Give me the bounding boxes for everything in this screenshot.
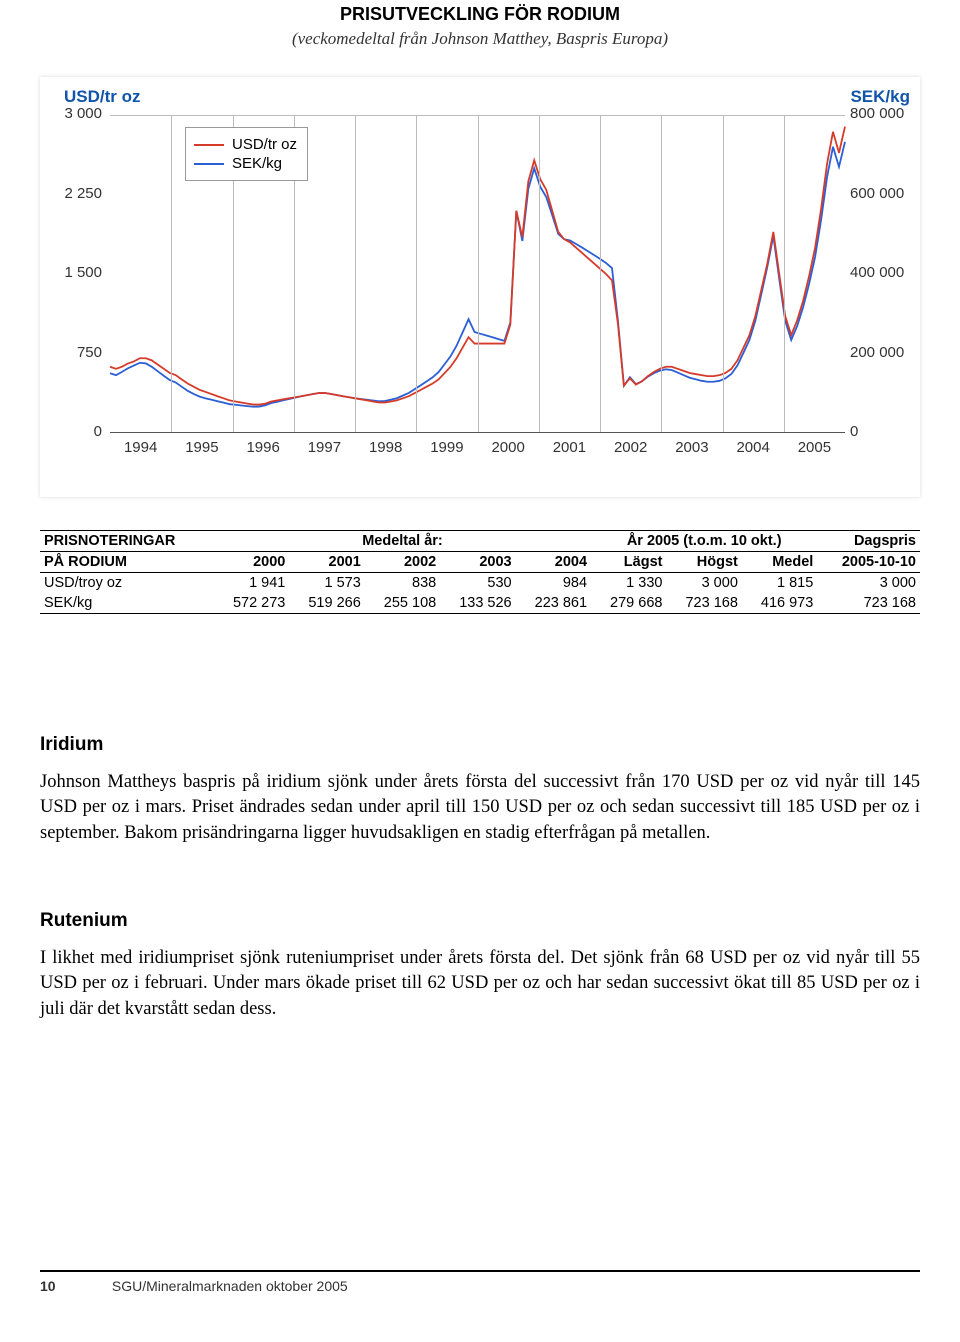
page-footer: 10 SGU/Mineralmarknaden oktober 2005	[40, 1278, 348, 1294]
legend-row-sek: SEK/kg	[194, 155, 297, 172]
th-col: 2002	[365, 552, 440, 573]
y2-tick: 400 000	[850, 264, 912, 281]
cell: 1 330	[591, 573, 666, 594]
x-tick: 2000	[483, 439, 533, 456]
grid-line	[600, 116, 601, 432]
th-right-group: År 2005 (t.o.m. 10 okt.)	[591, 531, 817, 552]
footer-text: SGU/Mineralmarknaden oktober 2005	[112, 1278, 348, 1294]
price-table-wrap: PRISNOTERINGAR Medeltal år: År 2005 (t.o…	[40, 530, 920, 614]
cell: 223 861	[516, 593, 591, 614]
x-tick: 2001	[544, 439, 594, 456]
body-text-rutenium: I likhet med iridiumpriset sjönk ruteniu…	[40, 946, 920, 1022]
th-col: Medel	[742, 552, 817, 573]
x-tick: 2002	[606, 439, 656, 456]
x-tick: 1996	[238, 439, 288, 456]
x-tick: 2003	[667, 439, 717, 456]
grid-line	[784, 116, 785, 432]
x-tick: 1999	[422, 439, 472, 456]
cell: 838	[365, 573, 440, 594]
y1-tick: 750	[58, 344, 102, 361]
th-col: 2003	[440, 552, 515, 573]
grid-line	[171, 116, 172, 432]
y2-tick: 600 000	[850, 185, 912, 202]
y2-tick: 200 000	[850, 344, 912, 361]
legend-label-usd: USD/tr oz	[232, 136, 297, 153]
section-heading-rutenium: Rutenium	[40, 910, 920, 932]
y1-tick: 0	[58, 423, 102, 440]
cell: 3 000	[817, 573, 920, 594]
row-label: SEK/kg	[40, 593, 214, 614]
grid-line	[355, 116, 356, 432]
grid-line	[661, 116, 662, 432]
table-header-row-1: PRISNOTERINGAR Medeltal år: År 2005 (t.o…	[40, 531, 920, 552]
grid-line	[478, 116, 479, 432]
chart-subtitle: (veckomedeltal från Johnson Matthey, Bas…	[40, 29, 920, 49]
cell: 572 273	[214, 593, 289, 614]
th-col: Högst	[666, 552, 741, 573]
table-row: SEK/kg 572 273 519 266 255 108 133 526 2…	[40, 593, 920, 614]
x-tick: 1997	[299, 439, 349, 456]
cell: 723 168	[817, 593, 920, 614]
section-heading-iridium: Iridium	[40, 734, 920, 756]
chart-title: PRISUTVECKLING FÖR RODIUM	[40, 4, 920, 25]
page-number: 10	[40, 1278, 108, 1294]
footer-rule	[40, 1270, 920, 1272]
cell: 255 108	[365, 593, 440, 614]
body-text-iridium: Johnson Mattheys baspris på iridium sjön…	[40, 770, 920, 846]
cell: 279 668	[591, 593, 666, 614]
chart-legend: USD/tr oz SEK/kg	[185, 127, 308, 181]
page-content: PRISUTVECKLING FÖR RODIUM (veckomedeltal…	[0, 4, 960, 1022]
legend-row-usd: USD/tr oz	[194, 136, 297, 153]
cell: 416 973	[742, 593, 817, 614]
x-tick: 2005	[789, 439, 839, 456]
cell: 3 000	[666, 573, 741, 594]
legend-label-sek: SEK/kg	[232, 155, 282, 172]
th-col: 2005-10-10	[817, 552, 920, 573]
table-row: USD/troy oz 1 941 1 573 838 530 984 1 33…	[40, 573, 920, 594]
cell: 723 168	[666, 593, 741, 614]
th-col: Lägst	[591, 552, 666, 573]
cell: 1 815	[742, 573, 817, 594]
grid-line	[416, 116, 417, 432]
x-tick: 2004	[728, 439, 778, 456]
y2-tick: 800 000	[850, 105, 912, 122]
grid-line	[539, 116, 540, 432]
x-tick: 1994	[116, 439, 166, 456]
cell: 984	[516, 573, 591, 594]
cell: 133 526	[440, 593, 515, 614]
th-group-label: PRISNOTERINGAR	[40, 531, 214, 552]
th-col: 2004	[516, 552, 591, 573]
th-mid-group: Medeltal år:	[214, 531, 591, 552]
y1-tick: 2 250	[58, 185, 102, 202]
price-table: PRISNOTERINGAR Medeltal år: År 2005 (t.o…	[40, 530, 920, 614]
y1-tick: 3 000	[58, 105, 102, 122]
th-col: 2001	[289, 552, 364, 573]
x-tick: 1998	[361, 439, 411, 456]
th-last-group: Dagspris	[817, 531, 920, 552]
y1-tick: 1 500	[58, 264, 102, 281]
grid-line	[723, 116, 724, 432]
cell: 1 941	[214, 573, 289, 594]
row-label: USD/troy oz	[40, 573, 214, 594]
table-header-row-2: PÅ RODIUM 2000 2001 2002 2003 2004 Lägst…	[40, 552, 920, 573]
y2-tick: 0	[850, 423, 912, 440]
y1-axis-label: USD/tr oz	[64, 87, 141, 107]
cell: 519 266	[289, 593, 364, 614]
th-rowhead: PÅ RODIUM	[40, 552, 214, 573]
x-tick: 1995	[177, 439, 227, 456]
cell: 1 573	[289, 573, 364, 594]
legend-swatch-usd	[194, 144, 224, 146]
cell: 530	[440, 573, 515, 594]
y2-axis-label: SEK/kg	[850, 87, 910, 107]
legend-swatch-sek	[194, 163, 224, 165]
price-chart: USD/tr oz SEK/kg USD/tr oz SEK/kg 3 000 2…	[40, 77, 920, 497]
th-col: 2000	[214, 552, 289, 573]
